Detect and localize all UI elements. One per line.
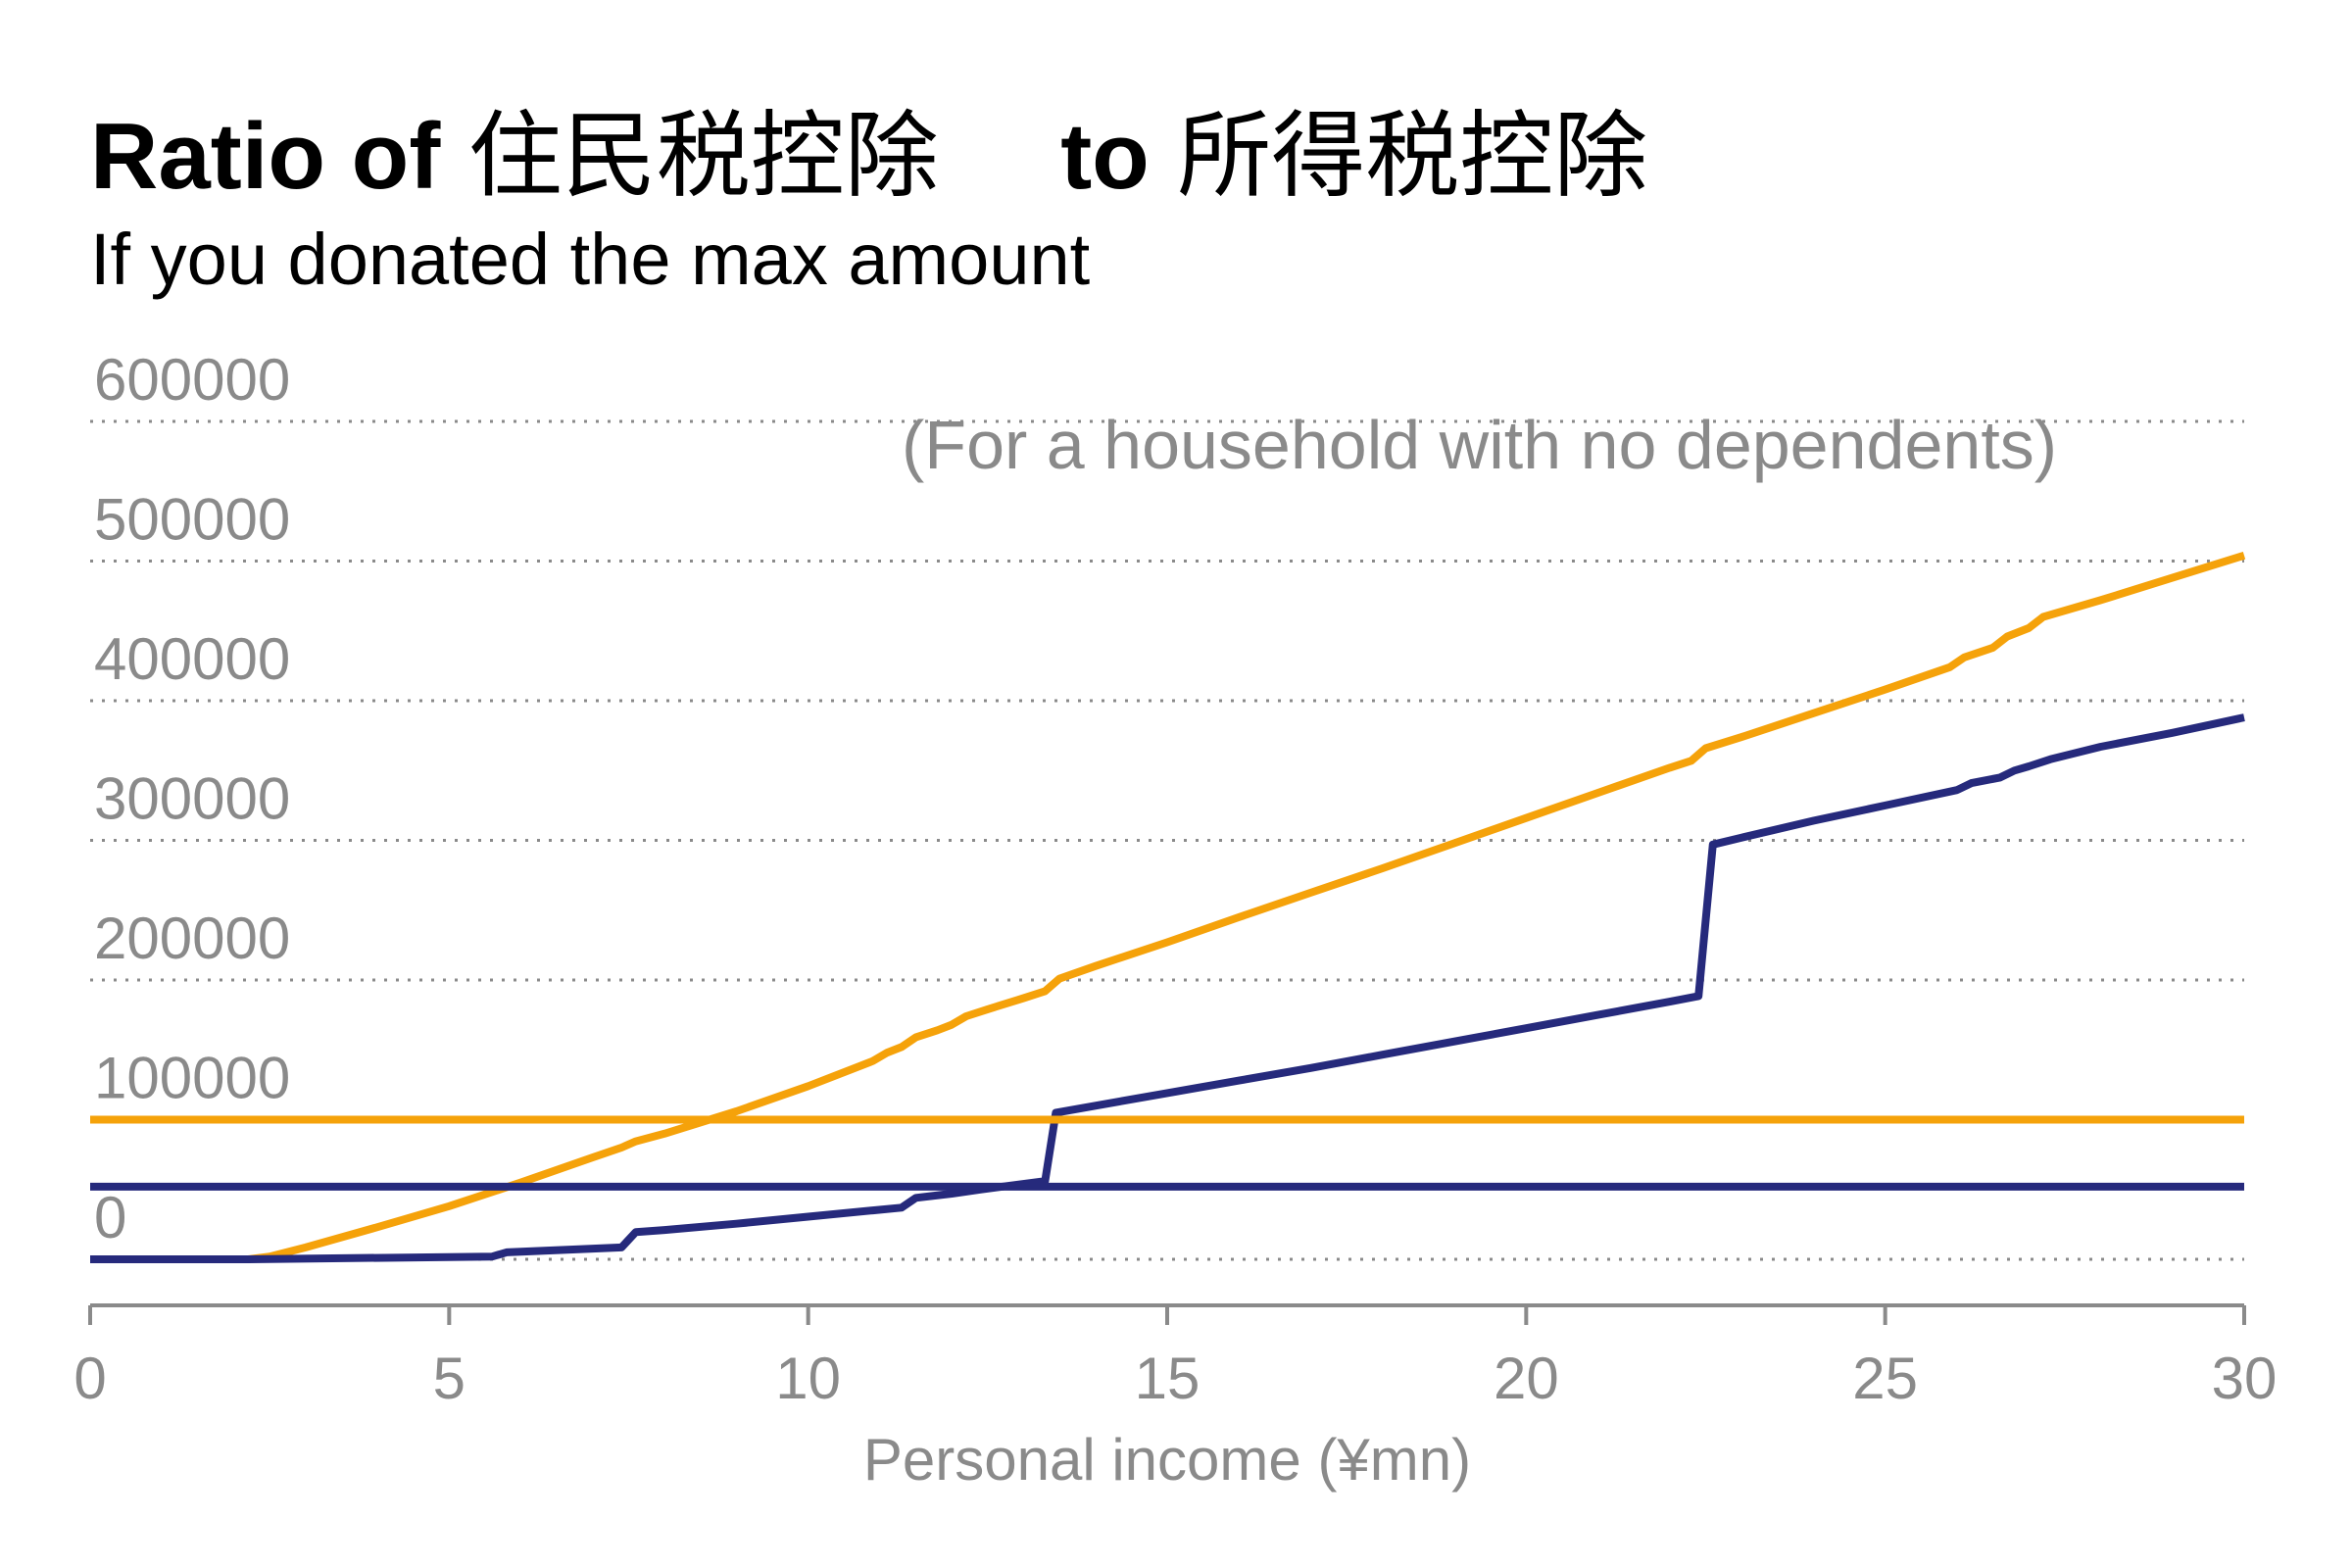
- gridlines: [90, 419, 2244, 1261]
- series-lines: [90, 551, 2246, 1263]
- x-tick-label: 20: [1494, 1346, 1559, 1411]
- title-mid: to: [1060, 104, 1150, 209]
- y-tick-label: 100000: [94, 1046, 290, 1111]
- y-tick-label: 600000: [94, 347, 290, 413]
- x-tick-label: 15: [1135, 1346, 1200, 1411]
- x-tick-label: 25: [1852, 1346, 1918, 1411]
- title-prefix: Ratio of: [90, 104, 441, 209]
- x-tick-label: 5: [433, 1346, 466, 1411]
- y-tick-label: 500000: [94, 487, 290, 553]
- x-axis-ticks: 0 5 10 15 20 25 30: [74, 1305, 2277, 1411]
- y-tick-label: 0: [94, 1185, 126, 1250]
- series-line-2: [90, 713, 2245, 1263]
- x-axis-label: Personal income (¥mn): [863, 1427, 1471, 1493]
- y-tick-label: 300000: [94, 766, 290, 832]
- y-tick-labels: 0 100000 200000 300000 400000 500000 600000: [94, 347, 290, 1250]
- title-jp-2: 所得税控除: [1177, 104, 1647, 209]
- chart-title: Ratio of 住民税控除 to 所得税控除: [90, 104, 1647, 209]
- x-tick-label: 0: [74, 1346, 106, 1411]
- annotation: (For a household with no dependents): [902, 407, 2057, 483]
- title-jp-1: 住民税控除: [468, 104, 939, 209]
- series-line-1: [90, 551, 2246, 1263]
- chart-subtitle: If you donated the max amount: [90, 219, 1091, 300]
- y-tick-label: 200000: [94, 906, 290, 971]
- x-tick-label: 30: [2212, 1346, 2278, 1411]
- y-tick-label: 400000: [94, 626, 290, 692]
- x-tick-label: 10: [775, 1346, 841, 1411]
